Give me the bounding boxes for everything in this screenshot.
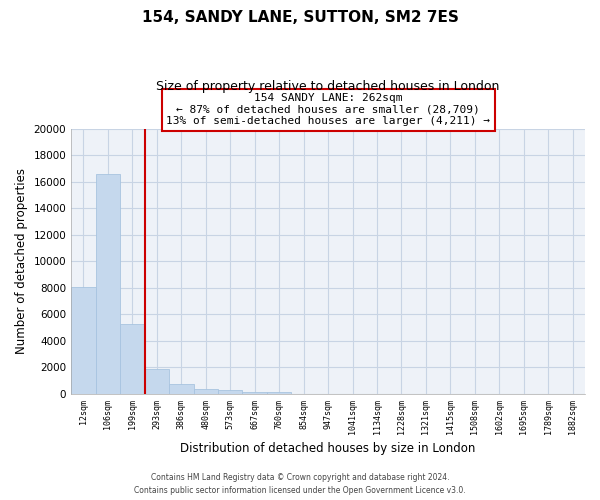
Bar: [267, 392, 292, 394]
Title: Size of property relative to detached houses in London: Size of property relative to detached ho…: [157, 80, 500, 93]
Bar: [242, 392, 267, 394]
Bar: [95, 174, 120, 394]
Bar: [120, 324, 145, 394]
Text: 154, SANDY LANE, SUTTON, SM2 7ES: 154, SANDY LANE, SUTTON, SM2 7ES: [142, 10, 458, 25]
Bar: [169, 384, 194, 394]
Bar: [71, 286, 95, 394]
Text: 154 SANDY LANE: 262sqm
← 87% of detached houses are smaller (28,709)
13% of semi: 154 SANDY LANE: 262sqm ← 87% of detached…: [166, 93, 490, 126]
Text: Contains HM Land Registry data © Crown copyright and database right 2024.
Contai: Contains HM Land Registry data © Crown c…: [134, 474, 466, 495]
Bar: [145, 370, 169, 394]
Bar: [194, 390, 218, 394]
X-axis label: Distribution of detached houses by size in London: Distribution of detached houses by size …: [181, 442, 476, 455]
Y-axis label: Number of detached properties: Number of detached properties: [15, 168, 28, 354]
Bar: [218, 390, 242, 394]
